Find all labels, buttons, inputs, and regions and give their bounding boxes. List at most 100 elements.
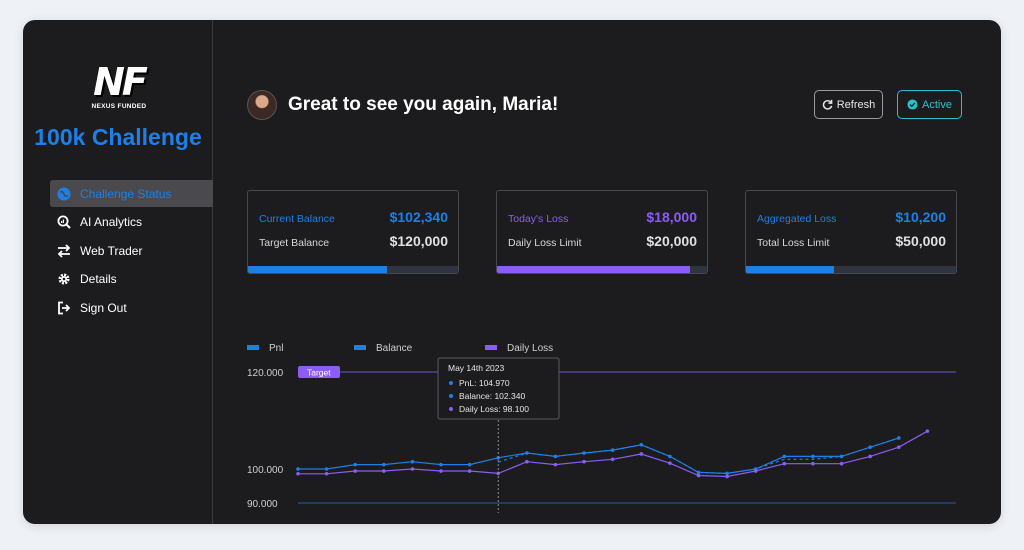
progress-fill xyxy=(497,266,691,273)
globe-icon xyxy=(56,186,72,202)
data-point xyxy=(668,461,672,465)
data-point xyxy=(582,451,586,455)
card-label: Today's Loss xyxy=(508,213,569,225)
challenge-title: 100k Challenge xyxy=(34,124,202,150)
sidebar-item-challenge-status[interactable]: Challenge Status xyxy=(50,180,213,207)
chart-svg: Pnl Balance Daily Loss 120.000 100.000 90.000… xyxy=(247,343,956,513)
legend-label: Daily Loss xyxy=(507,343,553,354)
card-subvalue: $50,000 xyxy=(895,233,946,249)
card-subvalue: $120,000 xyxy=(389,233,448,249)
aggregated-loss-card: Aggregated Loss $10,200 Total Loss Limit $… xyxy=(745,190,957,274)
active-label: Active xyxy=(922,98,952,111)
progress-bar xyxy=(497,266,707,273)
tooltip-line: Balance: 102.340 xyxy=(459,391,525,401)
legend-label: Pnl xyxy=(269,343,283,354)
data-point xyxy=(782,454,787,459)
refresh-label: Refresh xyxy=(836,98,876,111)
data-point xyxy=(925,429,930,433)
logo: NF NEXUS FUNDED xyxy=(89,62,149,110)
series-line-pnl xyxy=(498,437,899,475)
progress-bar xyxy=(746,266,956,273)
data-point xyxy=(324,471,329,476)
app-window: NF NEXUS FUNDED 100k Challenge Challenge… xyxy=(23,20,1001,524)
data-point xyxy=(553,454,558,459)
data-point xyxy=(753,469,758,473)
card-label: Current Balance xyxy=(259,213,335,225)
card-sublabel: Daily Loss Limit xyxy=(508,237,582,249)
avatar xyxy=(247,90,277,120)
tooltip-line: Daily Loss: 98.100 xyxy=(459,404,529,414)
data-point xyxy=(639,452,644,456)
greeting: Great to see you again, Maria! xyxy=(288,94,559,115)
sidebar-item-label: Challenge Status xyxy=(80,186,172,201)
progress-bar xyxy=(248,266,458,273)
data-point xyxy=(868,454,872,459)
target-badge xyxy=(298,366,340,378)
data-point xyxy=(896,445,901,449)
sidebar-item-label: Details xyxy=(80,272,117,286)
gear-icon xyxy=(56,271,72,287)
active-status-button[interactable]: Active xyxy=(897,90,962,119)
logo-mark: NF xyxy=(93,60,148,104)
legend-label: Balance xyxy=(376,343,413,354)
data-point xyxy=(353,469,358,473)
card-value: $18,000 xyxy=(646,209,697,225)
series-line-daily-loss xyxy=(298,430,928,478)
y-tick-label: 120.000 xyxy=(247,368,284,379)
check-circle-icon xyxy=(907,99,918,110)
sidebar-nav: Challenge Status AI Analytics Web Trader… xyxy=(50,180,213,323)
data-point xyxy=(610,457,615,462)
refresh-icon xyxy=(822,99,833,110)
data-point xyxy=(811,461,815,466)
sidebar-item-label: AI Analytics xyxy=(80,215,143,229)
legend-swatch xyxy=(354,345,366,350)
refresh-button[interactable]: Refresh xyxy=(814,90,883,119)
data-point xyxy=(324,467,329,471)
data-point xyxy=(382,462,386,467)
balance-chart: Pnl Balance Daily Loss 120.000 100.000 90.000… xyxy=(214,315,1001,524)
analytics-icon xyxy=(56,214,72,230)
tooltip-dot xyxy=(449,381,453,385)
sidebar-item-ai-analytics[interactable]: AI Analytics xyxy=(50,209,213,236)
data-point xyxy=(353,462,358,467)
series-line-balance xyxy=(298,437,899,475)
data-point xyxy=(525,459,529,464)
y-tick-label: 90.000 xyxy=(247,499,278,510)
card-value: $102,340 xyxy=(389,209,448,225)
data-point xyxy=(410,467,415,471)
sidebar-item-web-trader[interactable]: Web Trader xyxy=(50,237,213,264)
data-point xyxy=(439,469,443,473)
sidebar-item-details[interactable]: Details xyxy=(50,266,213,293)
todays-loss-card: Today's Loss $18,000 Daily Loss Limit $20,… xyxy=(496,190,708,274)
data-point xyxy=(696,473,701,478)
data-point xyxy=(696,470,701,475)
data-point xyxy=(811,454,815,459)
data-point xyxy=(439,462,443,467)
card-sublabel: Total Loss Limit xyxy=(757,237,830,249)
y-tick-label: 100.000 xyxy=(247,465,284,476)
data-point xyxy=(296,471,300,476)
data-point xyxy=(410,459,415,464)
card-value: $10,200 xyxy=(895,209,946,225)
balance-card: Current Balance $102,340 Target Balance $1… xyxy=(247,190,459,274)
data-point xyxy=(382,469,386,473)
legend-swatch xyxy=(485,345,497,350)
data-point xyxy=(725,474,729,479)
sign-out-icon xyxy=(56,300,72,316)
progress-fill xyxy=(248,266,387,273)
data-point xyxy=(582,459,586,464)
tooltip-dot xyxy=(449,394,453,398)
data-point xyxy=(296,467,300,471)
main-content: Great to see you again, Maria! Refresh A… xyxy=(214,20,1001,524)
card-sublabel: Target Balance xyxy=(259,237,330,249)
data-point xyxy=(782,461,787,466)
tooltip-line: PnL: 104.970 xyxy=(459,378,510,388)
sidebar-item-sign-out[interactable]: Sign Out xyxy=(50,294,213,321)
tooltip-box xyxy=(437,357,560,420)
data-point xyxy=(467,469,472,473)
legend-swatch xyxy=(247,345,259,350)
sidebar: NF NEXUS FUNDED 100k Challenge Challenge… xyxy=(23,20,213,524)
data-point xyxy=(839,461,844,466)
data-point xyxy=(467,462,472,467)
card-subvalue: $20,000 xyxy=(646,233,697,249)
